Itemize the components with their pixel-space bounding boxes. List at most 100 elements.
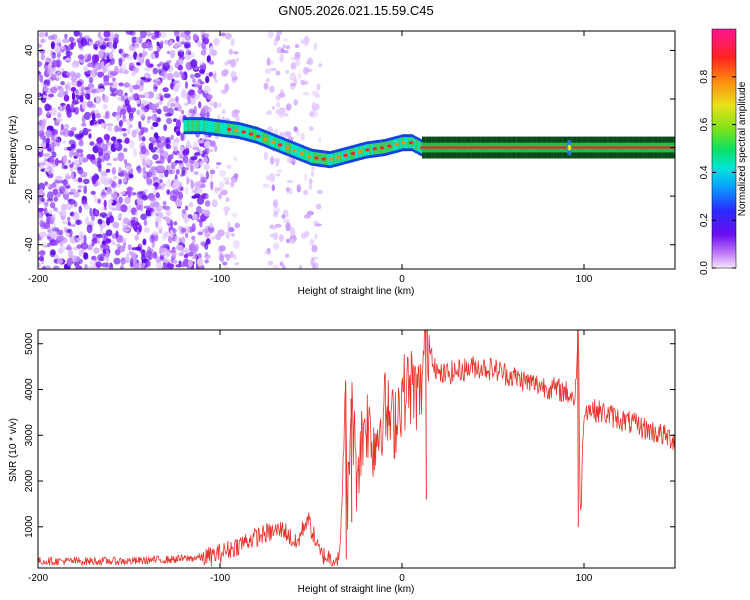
heatmap-speckle: [63, 165, 68, 170]
heatmap-speckle: [203, 209, 211, 217]
heatmap-speckle: [204, 140, 212, 149]
heatmap-speckle: [196, 205, 202, 215]
heatmap-speckle: [205, 76, 210, 84]
heatmap-speckle: [60, 203, 67, 212]
ridge-core: [369, 143, 372, 156]
heatmap-speckle: [156, 108, 162, 115]
heatmap-speckle: [99, 44, 107, 50]
heatmap-speckle: [100, 243, 106, 249]
heatmap-speckle: [170, 134, 174, 140]
ridge-core: [216, 122, 219, 134]
heatmap-speckle: [206, 106, 212, 113]
heatmap-speckle: [200, 107, 206, 115]
heatmap-speckle: [230, 71, 237, 79]
heatmap-speckle: [154, 31, 160, 38]
heatmap-speckle: [80, 242, 89, 250]
heatmap-speckle: [63, 94, 70, 102]
heatmap-speckle: [87, 62, 93, 68]
heatmap-speckle: [160, 31, 167, 38]
heatmap-speckle: [272, 264, 279, 269]
heatmap-speckle: [40, 162, 47, 166]
ridge-core: [283, 140, 286, 152]
heatmap-speckle: [112, 221, 120, 229]
heatmap-speckle: [49, 202, 56, 209]
heatmap-speckle: [198, 69, 206, 74]
heatmap-speckle: [87, 54, 92, 62]
ridge-core: [416, 140, 419, 152]
heatmap-speckle: [190, 59, 198, 68]
heatmap-speckle: [159, 146, 164, 154]
ridge-core: [189, 120, 192, 132]
heatmap-speckle: [211, 199, 218, 208]
ridge-hotspot: [292, 149, 297, 153]
heatmap-speckle: [122, 132, 128, 137]
heatmap-speckle: [136, 109, 140, 116]
heatmap-speckle: [203, 85, 211, 94]
heatmap-speckle: [138, 132, 142, 142]
snr-spike: [425, 330, 427, 500]
heatmap-speckle: [156, 63, 161, 67]
heatmap-speckle: [177, 152, 183, 156]
heatmap-speckle: [42, 94, 47, 99]
y-tick-label: 0: [24, 144, 35, 150]
heatmap-speckle: [182, 209, 186, 214]
heatmap-speckle: [289, 187, 293, 195]
heatmap-speckle: [186, 176, 190, 185]
heatmap-speckle: [106, 217, 111, 226]
heatmap-speckle: [286, 179, 294, 184]
heatmap-speckle: [185, 49, 191, 55]
heatmap-speckle: [99, 225, 103, 234]
heatmap-speckle: [97, 147, 104, 157]
heatmap-speckle: [83, 35, 90, 40]
heatmap-speckle: [45, 142, 50, 149]
heatmap-speckle: [87, 265, 96, 269]
heatmap-speckle: [294, 44, 300, 48]
heatmap-speckle: [159, 136, 167, 142]
ridge-core: [400, 137, 403, 149]
heatmap-speckle: [146, 178, 153, 185]
heatmap-speckle: [53, 117, 57, 121]
heatmap-speckle: [145, 209, 151, 217]
heatmap-speckle: [267, 31, 274, 39]
heatmap-speckle: [183, 102, 190, 107]
ridge-core: [225, 123, 228, 135]
heatmap-speckle: [197, 160, 205, 164]
heatmap-speckle: [92, 233, 98, 240]
heatmap-speckle: [168, 98, 176, 103]
heatmap-speckle: [152, 67, 158, 75]
heatmap-speckle: [70, 127, 77, 132]
heatmap-speckle: [185, 248, 189, 253]
heatmap-speckle: [123, 147, 128, 153]
heatmap-speckle: [178, 160, 184, 164]
heatmap-speckle: [42, 265, 47, 269]
heatmap-speckle: [77, 189, 82, 193]
heatmap-speckle: [118, 58, 123, 67]
heatmap-speckle: [285, 103, 292, 111]
heatmap-speckle: [266, 77, 270, 83]
heatmap-speckle: [275, 34, 281, 42]
heatmap-speckle: [81, 200, 88, 206]
heatmap-speckle: [114, 125, 119, 133]
heatmap-speckle: [142, 238, 147, 246]
heatmap-speckle: [73, 159, 80, 166]
heatmap-speckle: [194, 72, 201, 78]
heatmap-speckle: [47, 35, 55, 40]
heatmap-speckle: [297, 72, 302, 80]
heatmap-speckle: [50, 41, 55, 50]
heatmap-speckle: [196, 40, 202, 48]
colorbar-tick-label: 0.2: [699, 213, 710, 227]
heatmap-speckle: [219, 181, 225, 190]
heatmap-speckle: [264, 250, 270, 255]
heatmap-speckle: [102, 94, 109, 104]
heatmap-speckle: [289, 227, 295, 236]
heatmap-speckle: [266, 57, 271, 67]
heatmap-speckle: [46, 198, 54, 202]
heatmap-speckle: [71, 72, 76, 78]
heatmap-speckle: [53, 207, 58, 212]
heatmap-speckle: [267, 110, 272, 115]
heatmap-speckle: [62, 38, 70, 44]
heatmap-speckle: [145, 158, 151, 165]
heatmap-speckle: [108, 41, 113, 49]
heatmap-speckle: [166, 263, 175, 269]
